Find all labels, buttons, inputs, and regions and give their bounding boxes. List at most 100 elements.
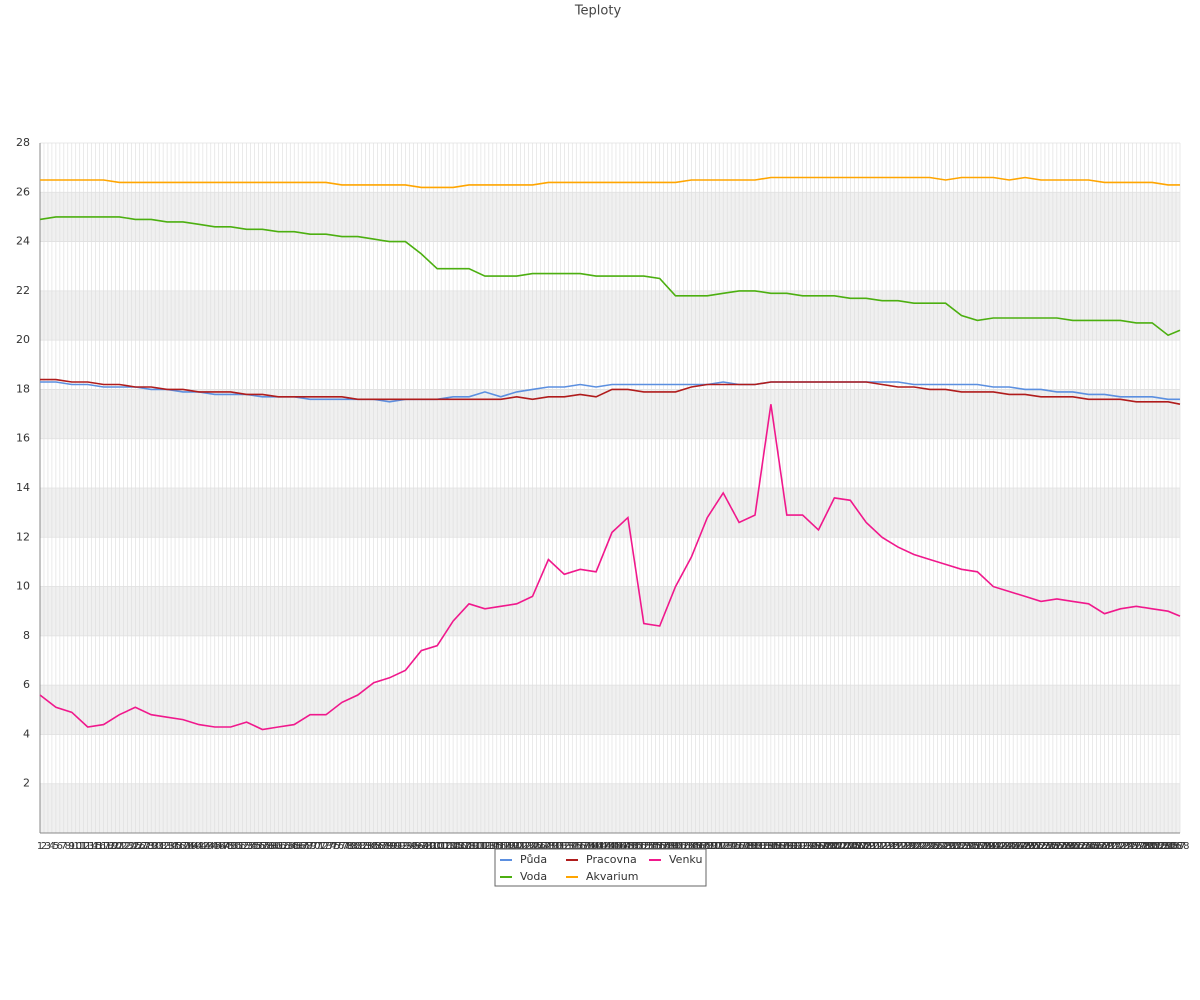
- x-tick-label: 276: [1123, 841, 1142, 852]
- x-tick-label: 35: [169, 841, 182, 852]
- x-tick-label: 271: [1103, 841, 1122, 852]
- y-tick-label: 24: [16, 235, 30, 248]
- x-tick-label: 176: [726, 841, 745, 852]
- x-tick-label: 96: [411, 841, 424, 852]
- x-tick-label: 167: [690, 841, 709, 852]
- x-tick-label: 163: [674, 841, 693, 852]
- x-tick-label: 90: [387, 841, 400, 852]
- x-tick-label: 281: [1143, 841, 1162, 852]
- y-tick-label: 22: [16, 284, 30, 297]
- x-tick-label: 15: [89, 841, 102, 852]
- x-tick-label: 30: [149, 841, 162, 852]
- x-tick-label: 241: [984, 841, 1003, 852]
- x-tick-label: 236: [964, 841, 983, 852]
- x-tick-label: 39: [185, 841, 198, 852]
- x-tick-label: 246: [1004, 841, 1023, 852]
- x-tick-label: 254: [1035, 841, 1054, 852]
- x-tick-label: 18: [101, 841, 114, 852]
- legend-label: Pracovna: [586, 853, 637, 866]
- series-line: [39, 404, 1181, 731]
- x-tick-label: 119: [499, 841, 518, 852]
- x-tick-label: 87: [375, 841, 388, 852]
- x-tick-label: 165: [682, 841, 701, 852]
- x-tick-label: 140: [583, 841, 602, 852]
- x-tick-label: 136: [567, 841, 586, 852]
- x-tick-label: 177: [730, 841, 749, 852]
- x-tick-label: 203: [833, 841, 852, 852]
- x-tick-label: 111: [467, 841, 486, 852]
- x-tick-label: 22: [117, 841, 130, 852]
- x-tick-label: 186: [765, 841, 784, 852]
- x-tick-label: 198: [813, 841, 832, 852]
- x-tick-label: 151: [626, 841, 645, 852]
- x-tick-label: 133: [555, 841, 574, 852]
- x-tick-label: 54: [244, 841, 257, 852]
- x-tick-label: 210: [861, 841, 880, 852]
- x-tick-label: 279: [1135, 841, 1154, 852]
- x-tick-label: 262: [1067, 841, 1086, 852]
- x-tick-label: 120: [503, 841, 522, 852]
- x-tick-label: 216: [884, 841, 903, 852]
- x-tick-label: 235: [960, 841, 979, 852]
- x-tick-label: 92: [395, 841, 408, 852]
- x-tick-label: 169: [698, 841, 717, 852]
- x-tick-label: 148: [614, 841, 633, 852]
- grid-band: [40, 290, 1180, 341]
- x-tick-label: 213: [873, 841, 892, 852]
- x-tick-label: 80: [347, 841, 360, 852]
- x-tick-label: 255: [1039, 841, 1058, 852]
- x-tick-label: 288: [1170, 841, 1189, 852]
- x-tick-label: 93: [399, 841, 412, 852]
- x-tick-label: 144: [598, 841, 617, 852]
- x-tick-label: 145: [602, 841, 621, 852]
- x-tick-label: 178: [734, 841, 753, 852]
- x-tick-label: 139: [579, 841, 598, 852]
- x-tick-label: 153: [634, 841, 653, 852]
- x-tick-label: 31: [153, 841, 166, 852]
- x-tick-label: 64: [284, 841, 297, 852]
- x-tick-label: 55: [248, 841, 261, 852]
- x-tick-label: 74: [324, 841, 337, 852]
- x-tick-label: 5: [53, 841, 59, 852]
- x-tick-label: 215: [880, 841, 899, 852]
- x-tick-label: 249: [1016, 841, 1035, 852]
- x-tick-label: 25: [129, 841, 142, 852]
- x-tick-label: 230: [940, 841, 959, 852]
- chart-title: Teploty: [574, 4, 622, 19]
- x-tick-label: 44: [204, 841, 217, 852]
- x-tick-label: 226: [924, 841, 943, 852]
- legend-label: Venku: [669, 853, 702, 866]
- x-tick-label: 227: [928, 841, 947, 852]
- x-tick-label: 265: [1079, 841, 1098, 852]
- x-tick-label: 42: [196, 841, 209, 852]
- x-tick-label: 7: [61, 841, 67, 852]
- y-tick-label: 16: [16, 432, 30, 445]
- x-tick-label: 106: [448, 841, 467, 852]
- x-tick-label: 124: [519, 841, 538, 852]
- x-tick-label: 164: [678, 841, 697, 852]
- x-tick-label: 192: [789, 841, 808, 852]
- x-tick-label: 233: [952, 841, 971, 852]
- x-tick-label: 61: [272, 841, 285, 852]
- x-tick-label: 197: [809, 841, 828, 852]
- grid-band: [40, 192, 1180, 242]
- x-tick-label: 32: [157, 841, 170, 852]
- x-tick-label: 179: [737, 841, 756, 852]
- x-tick-label: 79: [343, 841, 356, 852]
- x-tick-label: 193: [793, 841, 812, 852]
- x-tick-label: 220: [900, 841, 919, 852]
- x-tick-label: 245: [1000, 841, 1019, 852]
- x-tick-label: 107: [451, 841, 470, 852]
- x-tick-label: 224: [916, 841, 935, 852]
- x-tick-label: 260: [1059, 841, 1078, 852]
- x-tick-label: 38: [181, 841, 194, 852]
- x-tick-label: 82: [355, 841, 368, 852]
- x-tick-label: 239: [976, 841, 995, 852]
- x-tick-label: 23: [121, 841, 134, 852]
- x-tick-label: 214: [877, 841, 896, 852]
- x-tick-label: 183: [753, 841, 772, 852]
- x-tick-label: 57: [256, 841, 269, 852]
- x-tick-label: 269: [1095, 841, 1114, 852]
- x-tick-label: 95: [407, 841, 420, 852]
- x-tick-label: 48: [220, 841, 233, 852]
